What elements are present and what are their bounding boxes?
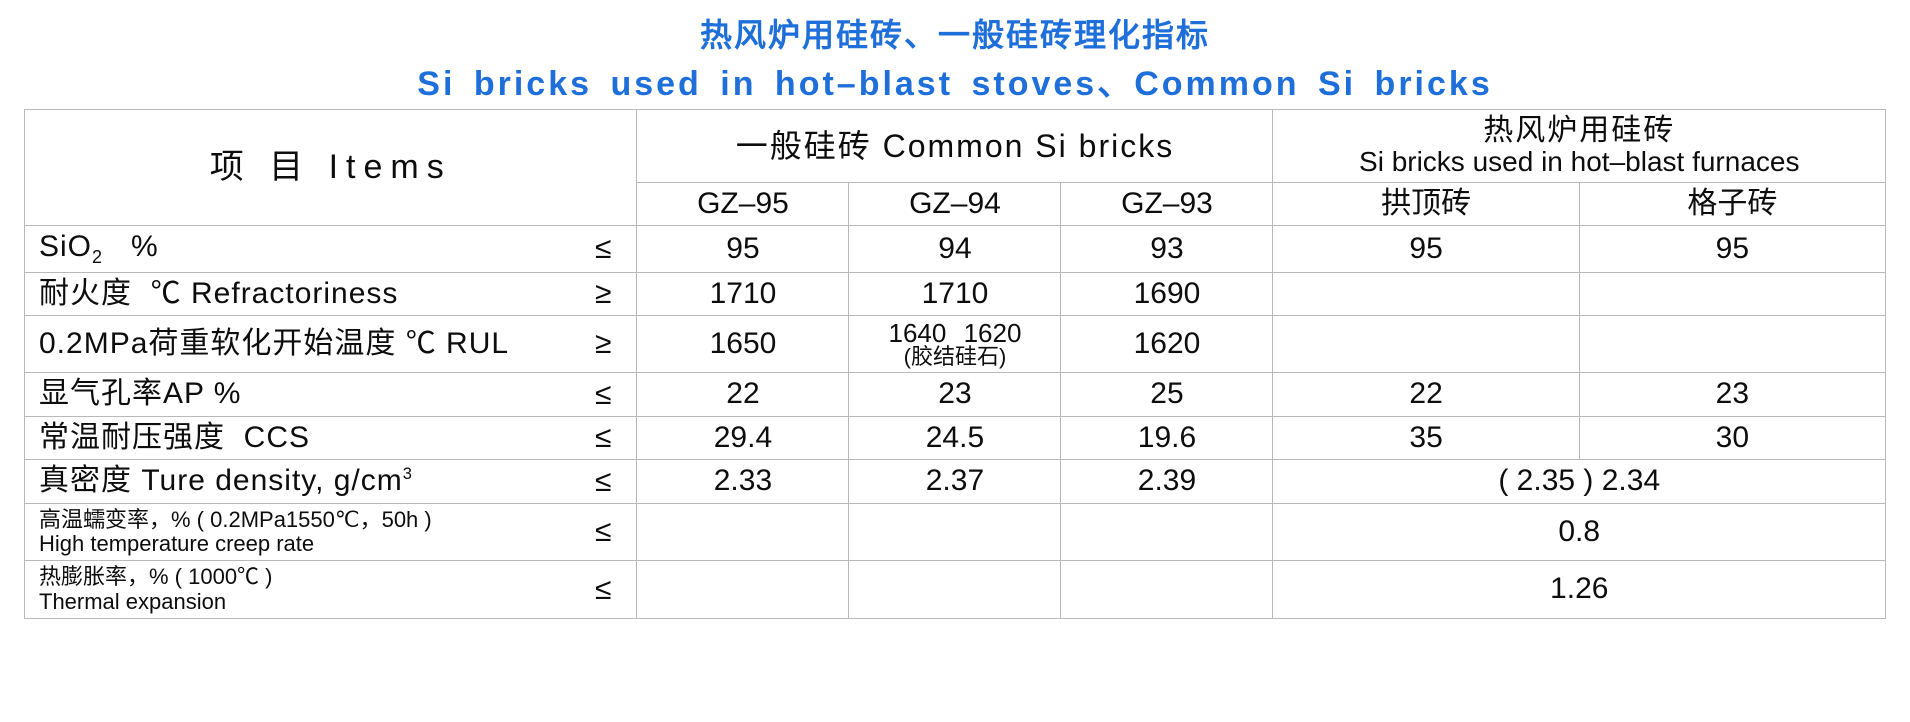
cell bbox=[1579, 272, 1885, 316]
table-row: 高温蠕变率，% ( 0.2MPa1550℃，50h )High temperat… bbox=[25, 503, 1886, 560]
header-hotblast-en: Si bricks used in hot–blast furnaces bbox=[1281, 147, 1877, 178]
table-row: SiO2 %≤9594939595 bbox=[25, 226, 1886, 273]
cell: 2.33 bbox=[637, 460, 849, 504]
cell: 1710 bbox=[637, 272, 849, 316]
row-operator: ≤ bbox=[595, 421, 612, 456]
header-row-1: 项 目 Items 一般硅砖 Common Si bricks 热风炉用硅砖 S… bbox=[25, 110, 1886, 183]
cell: 2.39 bbox=[1061, 460, 1273, 504]
table-row: 热膨胀率，% ( 1000℃ )Thermal expansion≤ 1.26 bbox=[25, 561, 1886, 618]
cell: 22 bbox=[1273, 373, 1579, 417]
cell: 2.37 bbox=[849, 460, 1061, 504]
header-sub-4: 格子砖 bbox=[1579, 182, 1885, 226]
row-operator: ≥ bbox=[595, 327, 612, 362]
cell: 23 bbox=[849, 373, 1061, 417]
cell: 25 bbox=[1061, 373, 1273, 417]
page-root: 热风炉用硅砖、一般硅砖理化指标 Si bricks used in hot–bl… bbox=[0, 0, 1910, 722]
row-label: 0.2MPa荷重软化开始温度 ℃ RUL≥ bbox=[25, 316, 637, 373]
row-operator: ≤ bbox=[595, 572, 612, 607]
cell bbox=[1061, 561, 1273, 618]
cell: 93 bbox=[1061, 226, 1273, 273]
cell: 94 bbox=[849, 226, 1061, 273]
cell: 22 bbox=[637, 373, 849, 417]
header-group-hotblast: 热风炉用硅砖 Si bricks used in hot–blast furna… bbox=[1273, 110, 1886, 183]
cell bbox=[1273, 272, 1579, 316]
cell: 1.26 bbox=[1273, 561, 1886, 618]
header-sub-1: GZ–94 bbox=[849, 182, 1061, 226]
table-row: 0.2MPa荷重软化开始温度 ℃ RUL≥16501640 1620(胶结硅石)… bbox=[25, 316, 1886, 373]
table-row: 真密度 Ture density, g/cm3≤2.332.372.39( 2.… bbox=[25, 460, 1886, 504]
row-operator: ≤ bbox=[595, 515, 612, 550]
row-operator: ≤ bbox=[595, 464, 612, 499]
cell: 1640 1620(胶结硅石) bbox=[849, 316, 1061, 373]
cell: 1690 bbox=[1061, 272, 1273, 316]
cell: 35 bbox=[1273, 416, 1579, 460]
header-items: 项 目 Items bbox=[25, 110, 637, 226]
cell bbox=[637, 561, 849, 618]
cell bbox=[849, 561, 1061, 618]
row-label: 常温耐压强度 CCS≤ bbox=[25, 416, 637, 460]
row-label: 耐火度 ℃ Refractoriness≥ bbox=[25, 272, 637, 316]
header-sub-3: 拱顶砖 bbox=[1273, 182, 1579, 226]
row-operator: ≤ bbox=[595, 232, 612, 267]
table-row: 耐火度 ℃ Refractoriness≥171017101690 bbox=[25, 272, 1886, 316]
table-row: 显气孔率AP %≤2223252223 bbox=[25, 373, 1886, 417]
row-operator: ≤ bbox=[595, 377, 612, 412]
table-body: SiO2 %≤9594939595耐火度 ℃ Refractoriness≥17… bbox=[25, 226, 1886, 618]
cell: 1650 bbox=[637, 316, 849, 373]
header-group-common: 一般硅砖 Common Si bricks bbox=[637, 110, 1273, 183]
cell: 30 bbox=[1579, 416, 1885, 460]
cell: 23 bbox=[1579, 373, 1885, 417]
cell bbox=[849, 503, 1061, 560]
cell: 24.5 bbox=[849, 416, 1061, 460]
cell: 1710 bbox=[849, 272, 1061, 316]
row-label: SiO2 %≤ bbox=[25, 226, 637, 273]
row-label: 真密度 Ture density, g/cm3≤ bbox=[25, 460, 637, 504]
row-label: 高温蠕变率，% ( 0.2MPa1550℃，50h )High temperat… bbox=[25, 503, 637, 560]
spec-table: 项 目 Items 一般硅砖 Common Si bricks 热风炉用硅砖 S… bbox=[24, 109, 1886, 619]
table-row: 常温耐压强度 CCS≤29.424.519.63530 bbox=[25, 416, 1886, 460]
row-label: 显气孔率AP %≤ bbox=[25, 373, 637, 417]
cell bbox=[1579, 316, 1885, 373]
title-english: Si bricks used in hot–blast stoves、Commo… bbox=[24, 56, 1886, 105]
header-hotblast-cn: 热风炉用硅砖 bbox=[1281, 114, 1877, 147]
header-sub-0: GZ–95 bbox=[637, 182, 849, 226]
row-label: 热膨胀率，% ( 1000℃ )Thermal expansion≤ bbox=[25, 561, 637, 618]
cell: 29.4 bbox=[637, 416, 849, 460]
cell: ( 2.35 ) 2.34 bbox=[1273, 460, 1886, 504]
cell: 0.8 bbox=[1273, 503, 1886, 560]
cell bbox=[1273, 316, 1579, 373]
cell: 95 bbox=[1273, 226, 1579, 273]
cell bbox=[1061, 503, 1273, 560]
cell bbox=[637, 503, 849, 560]
header-sub-2: GZ–93 bbox=[1061, 182, 1273, 226]
cell: 1620 bbox=[1061, 316, 1273, 373]
cell: 19.6 bbox=[1061, 416, 1273, 460]
title-chinese: 热风炉用硅砖、一般硅砖理化指标 bbox=[24, 10, 1886, 56]
cell: 95 bbox=[637, 226, 849, 273]
cell: 95 bbox=[1579, 226, 1885, 273]
row-operator: ≥ bbox=[595, 277, 612, 312]
